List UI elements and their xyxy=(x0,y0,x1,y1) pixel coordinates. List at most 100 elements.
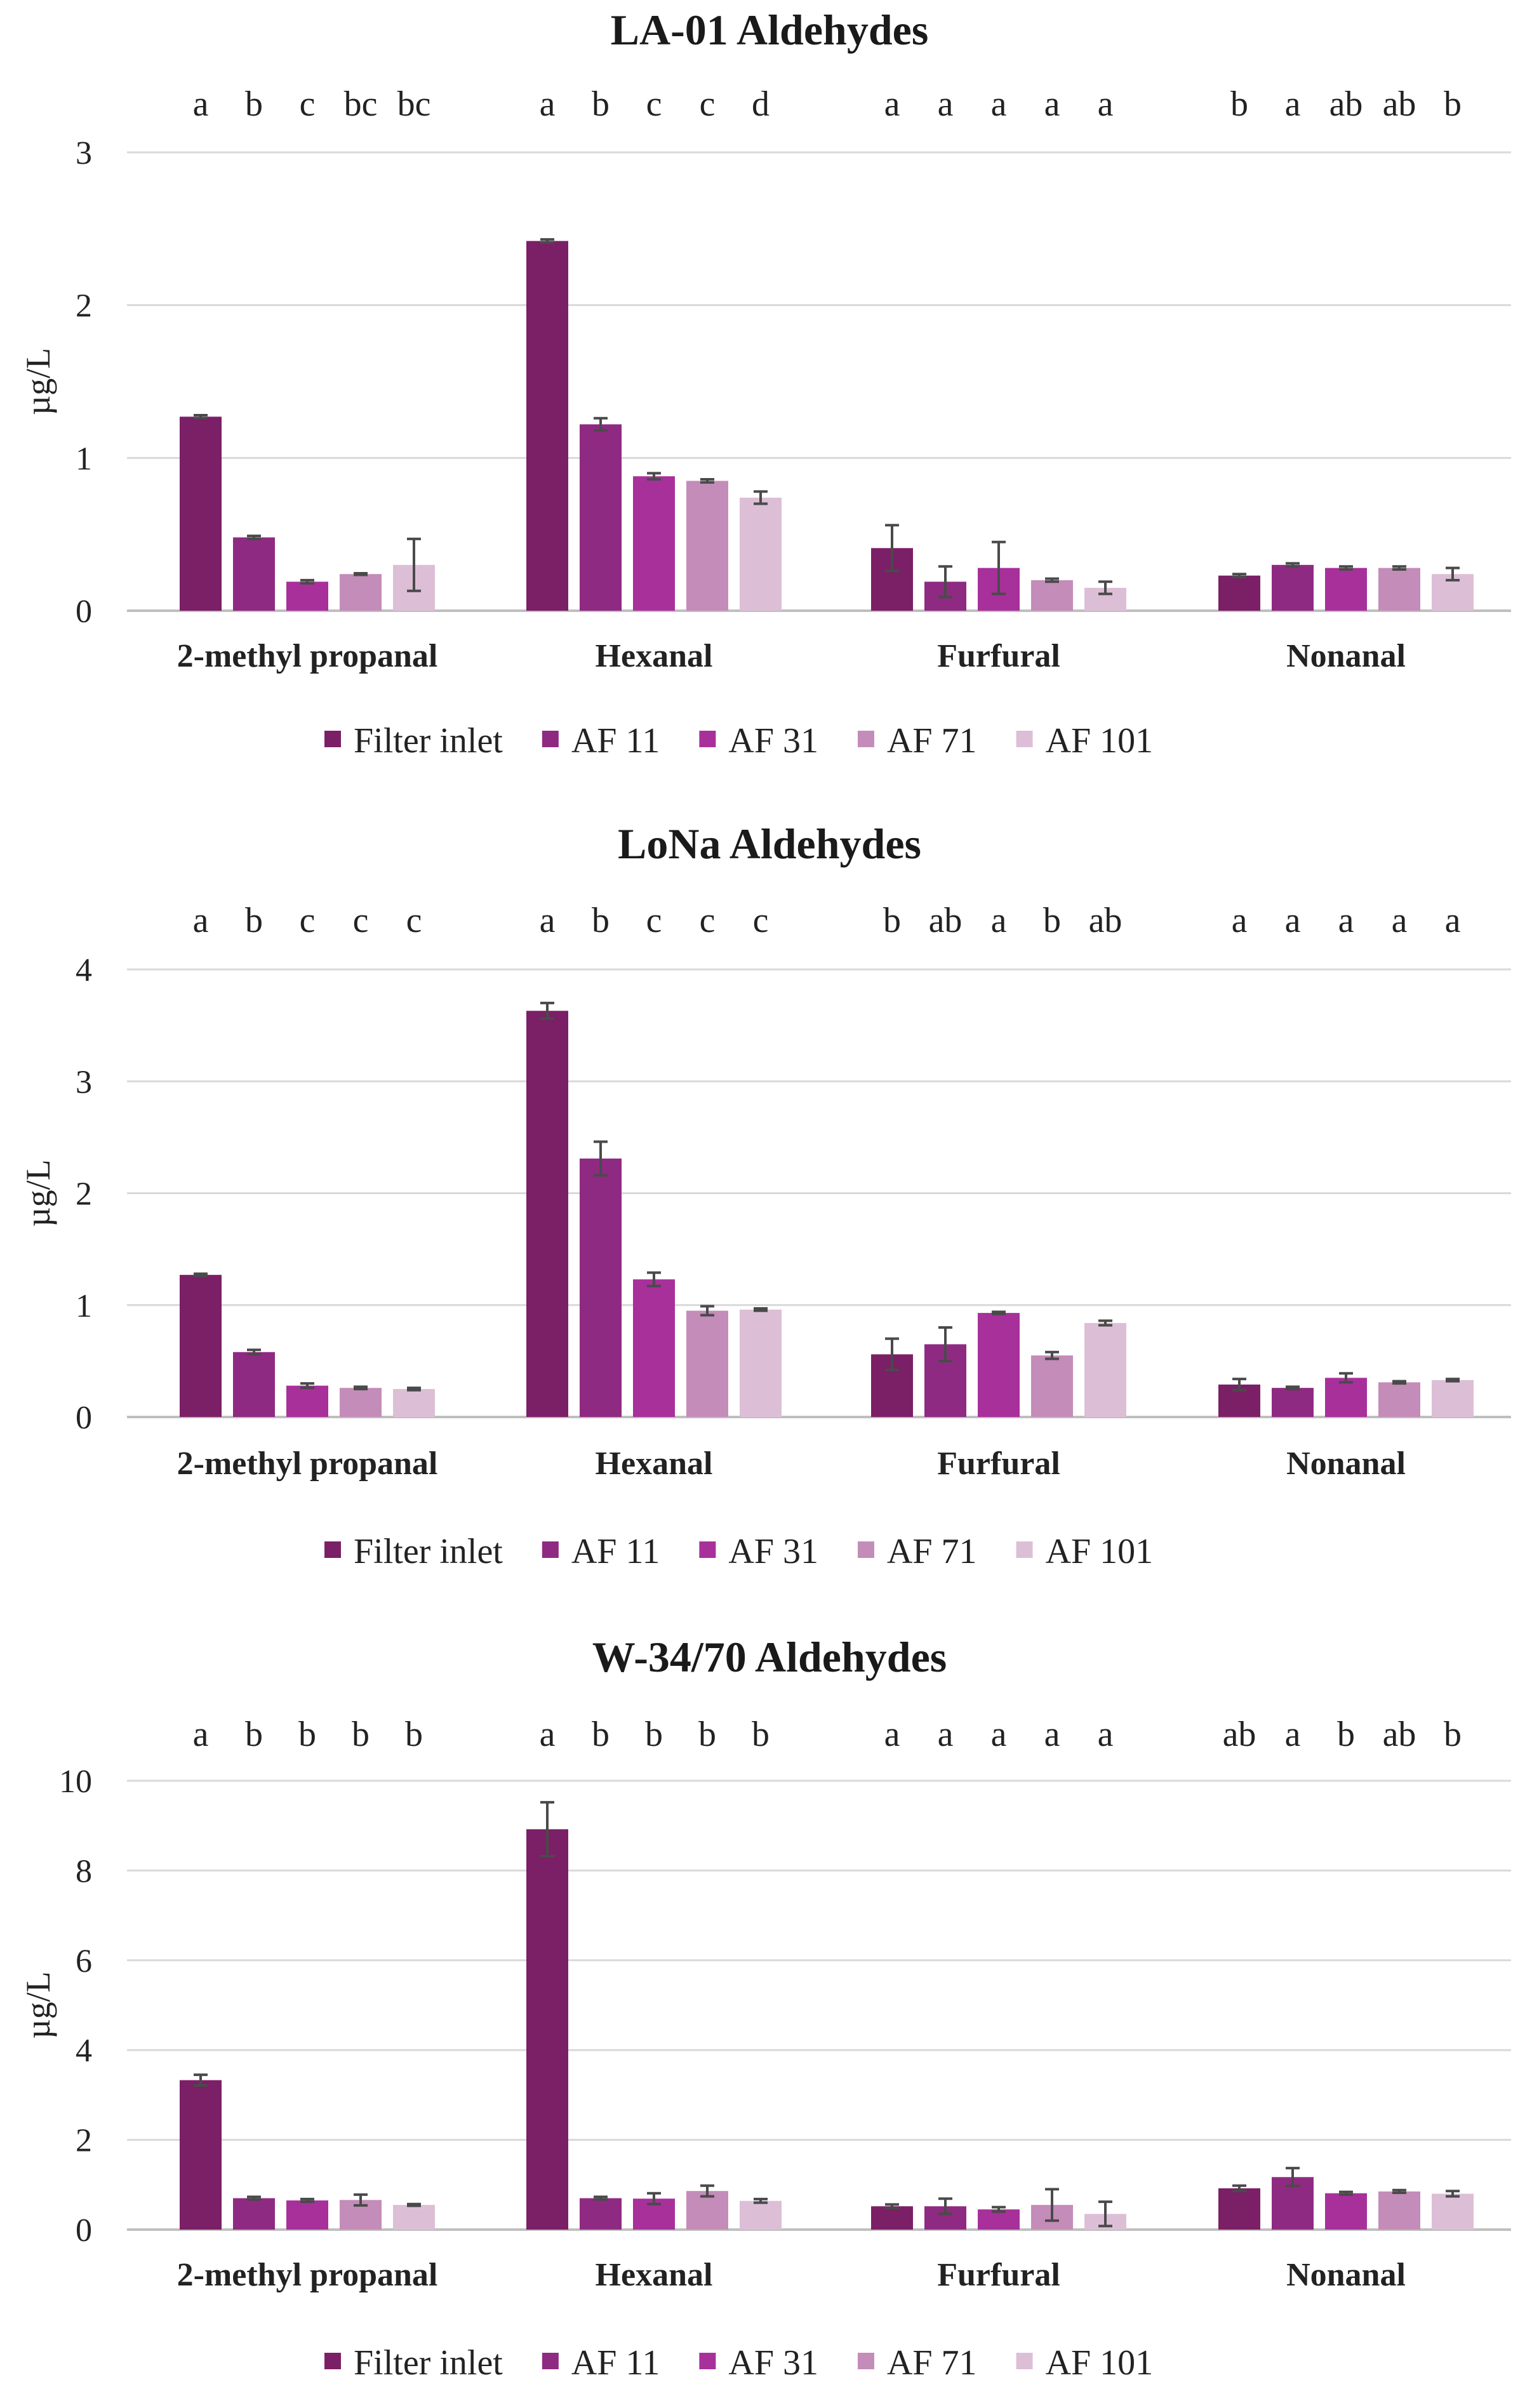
significance-letter: a xyxy=(193,84,209,124)
error-bar xyxy=(938,1326,952,1362)
y-tick-label: 4 xyxy=(76,2033,92,2069)
error-bar xyxy=(354,2193,368,2207)
significance-letter: b xyxy=(1337,1715,1355,1754)
bar xyxy=(740,1309,782,1417)
y-tick-label: 3 xyxy=(76,135,92,171)
bar xyxy=(340,1388,382,1417)
error-bar xyxy=(647,472,661,481)
error-bar xyxy=(354,572,368,576)
y-tick-label: 0 xyxy=(76,1400,92,1436)
significance-letter: c xyxy=(646,84,662,124)
chart-title: LA-01 Aldehydes xyxy=(611,6,929,54)
legend-item: AF 101 xyxy=(1016,721,1153,761)
error-bar xyxy=(754,2197,768,2204)
error-bar xyxy=(647,1271,661,1287)
error-bar xyxy=(1045,577,1059,583)
significance-letter: a xyxy=(1285,84,1301,124)
error-bar xyxy=(194,2073,208,2087)
bar xyxy=(686,481,728,611)
significance-letter: a xyxy=(938,84,954,124)
significance-letter: a xyxy=(991,84,1007,124)
legend-item: Filter inlet xyxy=(324,1532,503,1571)
legend-item: AF 101 xyxy=(1016,1532,1153,1571)
error-bar xyxy=(540,1001,554,1020)
bar xyxy=(633,476,675,611)
significance-letter: b xyxy=(752,1715,770,1754)
bar xyxy=(233,2198,275,2230)
bar xyxy=(1031,1355,1073,1417)
legend-label: AF 11 xyxy=(571,1532,660,1571)
legend-item: AF 71 xyxy=(857,721,977,761)
y-tick-label: 2 xyxy=(76,1176,92,1213)
significance-letter: b xyxy=(405,1715,423,1754)
legend-item: AF 11 xyxy=(542,2343,660,2383)
significance-letter: c xyxy=(300,84,316,124)
significance-letter: a xyxy=(1044,1715,1060,1754)
y-axis-label: µg/L xyxy=(19,1971,57,2039)
significance-letter: a xyxy=(1098,84,1114,124)
bar xyxy=(1031,580,1073,611)
y-tick-label: 0 xyxy=(76,2212,92,2249)
significance-letter: ab xyxy=(1089,901,1123,940)
legend-label: AF 11 xyxy=(571,721,660,761)
bar xyxy=(180,1275,222,1417)
legend-item: AF 31 xyxy=(699,2343,818,2383)
error-bar xyxy=(1045,2188,1059,2222)
error-bar xyxy=(1232,1378,1246,1392)
legend-swatch xyxy=(699,731,716,747)
error-bar xyxy=(754,490,768,505)
x-category-label: Hexanal xyxy=(596,1446,713,1482)
bar xyxy=(686,1310,728,1417)
significance-letter: b xyxy=(645,1715,663,1754)
bar xyxy=(740,2200,782,2230)
significance-letter: c xyxy=(406,901,422,940)
error-bar xyxy=(992,540,1006,595)
significance-letter: a xyxy=(938,1715,954,1754)
legend-label: AF 71 xyxy=(887,1532,977,1571)
legend-label: AF 31 xyxy=(728,2343,818,2383)
x-category-label: 2-methyl propanal xyxy=(177,1446,438,1482)
error-bar xyxy=(407,537,421,592)
legend-swatch xyxy=(699,1541,716,1558)
significance-letter: b xyxy=(698,1715,716,1754)
legend-item: Filter inlet xyxy=(324,721,503,761)
legend-label: AF 31 xyxy=(728,721,818,761)
y-tick-label: 0 xyxy=(76,594,92,630)
bar xyxy=(1325,1378,1367,1417)
error-bar xyxy=(540,1800,554,1858)
error-bar xyxy=(1232,573,1246,579)
x-category-label: Furfural xyxy=(937,1446,1060,1482)
y-tick-label: 6 xyxy=(76,1943,92,1979)
legend-swatch xyxy=(1016,2353,1033,2369)
significance-letter: b xyxy=(245,84,263,124)
error-bar xyxy=(992,1310,1006,1315)
significance-letter: a xyxy=(1044,84,1060,124)
error-bar xyxy=(1446,566,1460,582)
significance-letter: ab xyxy=(1329,84,1363,124)
legend-label: AF 31 xyxy=(728,1532,818,1571)
significance-letter: a xyxy=(540,1715,556,1754)
bar xyxy=(286,582,328,611)
y-tick-label: 1 xyxy=(76,1288,92,1324)
error-bar xyxy=(594,1140,608,1177)
error-bar xyxy=(700,1305,714,1317)
significance-letter: a xyxy=(884,84,900,124)
bar xyxy=(871,2206,913,2230)
significance-letter: bc xyxy=(344,84,378,124)
bar xyxy=(1325,568,1367,611)
significance-letter: b xyxy=(592,1715,610,1754)
legend-label: Filter inlet xyxy=(354,1532,503,1571)
error-bar xyxy=(247,1348,261,1356)
error-bar xyxy=(938,565,952,599)
bar xyxy=(393,1388,435,1417)
significance-letter: c xyxy=(300,901,316,940)
significance-letter: a xyxy=(1445,901,1461,940)
y-tick-label: 1 xyxy=(76,441,92,477)
error-bar xyxy=(885,1337,899,1371)
significance-letter: c xyxy=(753,901,769,940)
